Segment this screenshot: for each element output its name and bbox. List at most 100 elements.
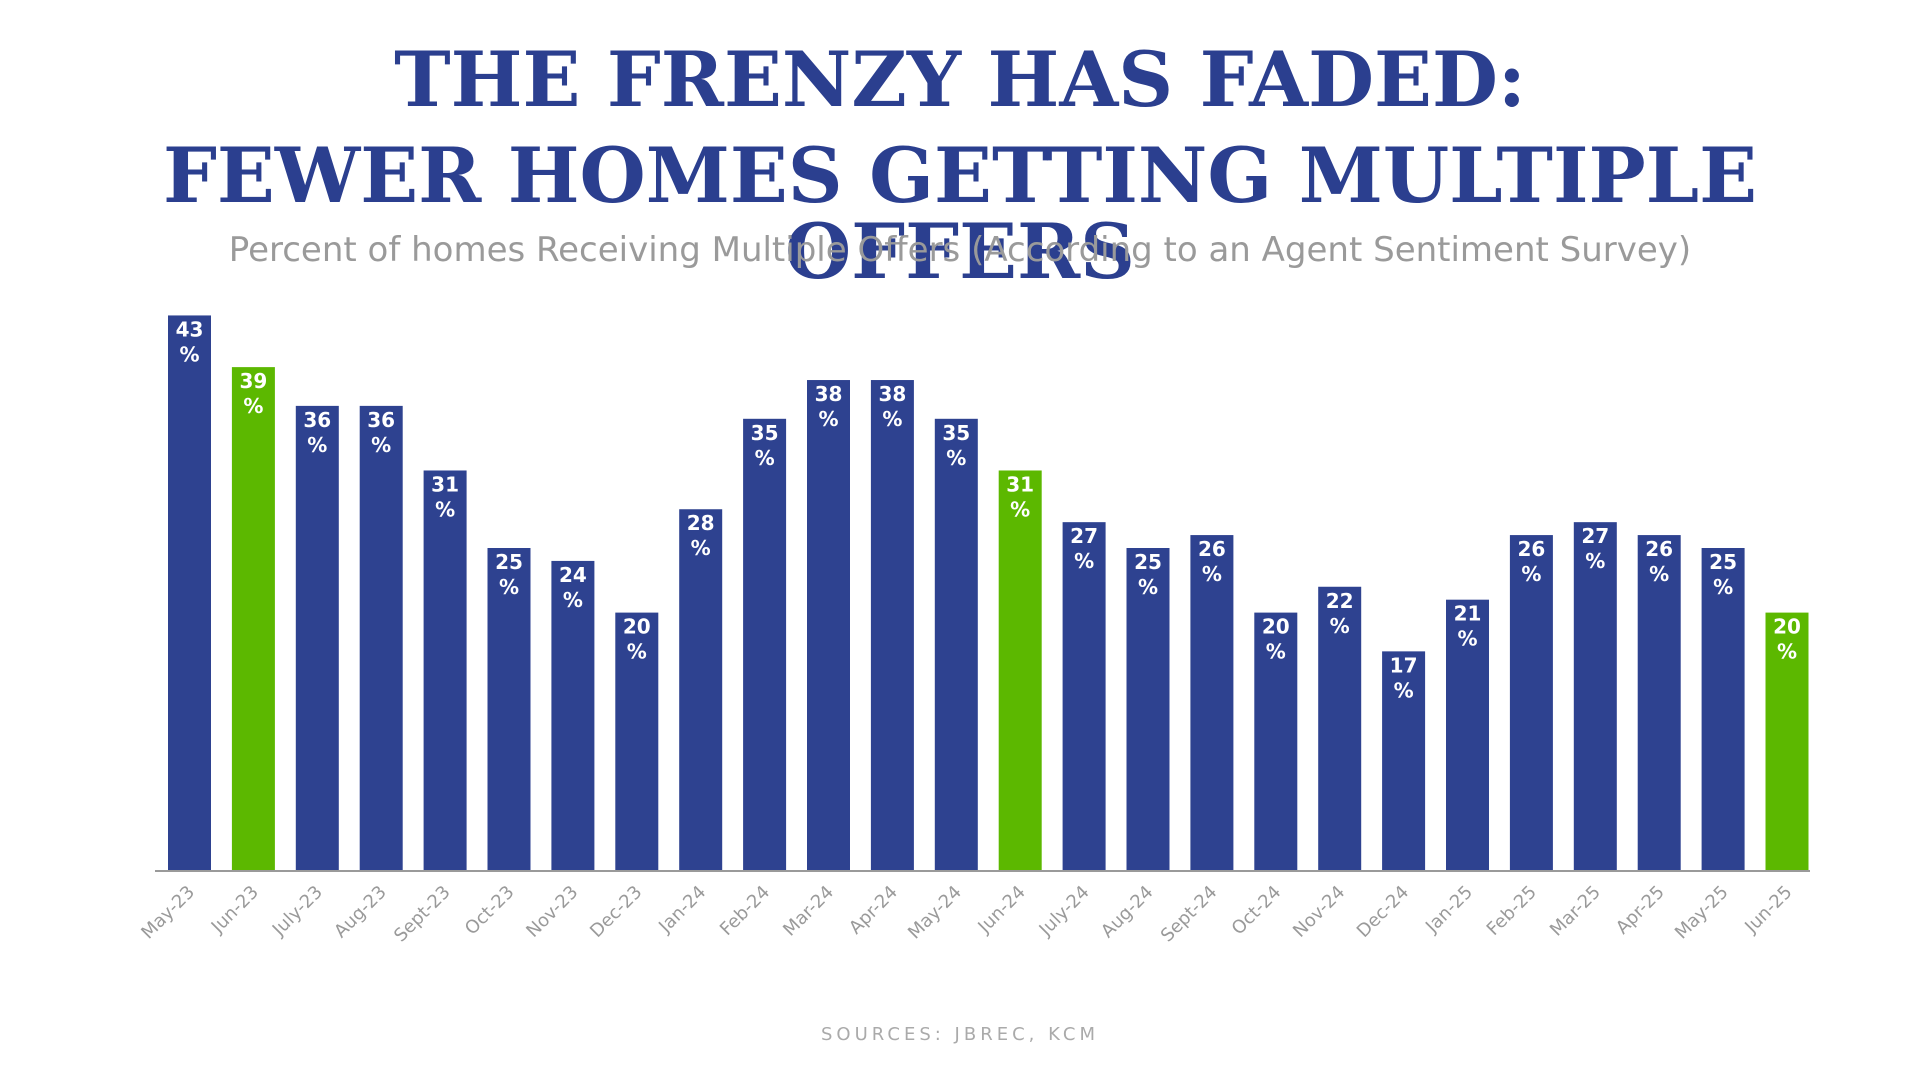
bar-july-24 (1062, 522, 1106, 871)
x-tick-label: Mar-25 (1546, 882, 1605, 941)
bar-unit-label: % (371, 433, 391, 457)
bar-value-label: 38 (878, 382, 906, 406)
bar-unit-label: % (435, 497, 455, 521)
bar-aug-24 (1126, 548, 1170, 871)
x-tick-label: Apr-24 (845, 882, 902, 939)
bar-value-label: 31 (1006, 472, 1034, 496)
x-tick-label: Oct-24 (1228, 882, 1286, 940)
bar-value-label: 26 (1645, 537, 1673, 561)
bar-value-label: 25 (1709, 550, 1737, 574)
bar-value-label: 31 (431, 472, 459, 496)
bar-value-label: 43 (176, 317, 204, 341)
bar-jun-23 (231, 367, 275, 871)
bar-feb-24 (743, 418, 787, 871)
bar-value-label: 35 (942, 421, 970, 445)
bar-unit-label: % (755, 446, 775, 470)
bar-unit-label: % (946, 446, 966, 470)
bar-jan-25 (1446, 599, 1489, 871)
bar-unit-label: % (1266, 640, 1286, 664)
bar-mar-25 (1573, 522, 1617, 871)
bar-july-23 (295, 405, 339, 871)
x-tick-label: Jun-23 (207, 882, 263, 938)
bar-unit-label: % (179, 342, 199, 366)
bar-value-label: 22 (1326, 589, 1354, 613)
bar-unit-label: % (1330, 614, 1350, 638)
bar-value-label: 21 (1454, 602, 1482, 626)
bar-feb-25 (1509, 535, 1553, 871)
x-tick-label: July-24 (1035, 882, 1094, 941)
x-tick-label: Feb-25 (1483, 882, 1541, 940)
bar-nov-23 (551, 560, 595, 871)
bar-unit-label: % (1074, 549, 1094, 573)
bar-value-label: 26 (1198, 537, 1226, 561)
x-tick-label: Jan-24 (654, 882, 710, 938)
x-tick-label: Nov-23 (522, 882, 582, 942)
chart-subtitle: Percent of homes Receiving Multiple Offe… (228, 230, 1692, 270)
bar-unit-label: % (1777, 640, 1797, 664)
x-tick-label: Feb-24 (716, 882, 774, 940)
bar-value-label: 20 (1262, 615, 1290, 639)
bar-unit-label: % (1585, 549, 1605, 573)
bar-may-25 (1701, 548, 1745, 871)
bar-unit-label: % (499, 575, 519, 599)
bar-sept-23 (423, 470, 467, 871)
bar-value-label: 25 (495, 550, 523, 574)
x-tick-label: Sept-24 (1157, 882, 1222, 947)
bar-value-label: 25 (1134, 550, 1162, 574)
bar-unit-label: % (1138, 575, 1158, 599)
x-tick-label: Dec-23 (586, 882, 646, 942)
bar-value-label: 27 (1070, 524, 1098, 548)
x-tick-label: Aug-24 (1097, 882, 1157, 942)
x-tick-label: May-25 (1671, 882, 1733, 944)
bar-unit-label: % (1649, 562, 1669, 586)
bar-value-label: 36 (367, 408, 395, 432)
x-tick-label: Dec-24 (1353, 882, 1413, 942)
bar-may-23 (168, 315, 211, 871)
bar-unit-label: % (1202, 562, 1222, 586)
bar-unit-label: % (1010, 497, 1030, 521)
bar-value-label: 27 (1581, 524, 1609, 548)
chart-title-line-2: FEWER HOMES GETTING MULTIPLE OFFERS (162, 131, 1758, 296)
bar-value-label: 36 (303, 408, 331, 432)
x-tick-label: Sept-23 (390, 882, 455, 947)
x-tick-label: May-24 (904, 882, 966, 944)
bar-nov-24 (1318, 586, 1362, 871)
bar-jun-25 (1765, 612, 1809, 871)
bar-may-24 (934, 418, 978, 871)
bar-value-label: 28 (687, 511, 715, 535)
x-tick-label: July-23 (268, 882, 327, 941)
bar-dec-23 (615, 612, 659, 871)
bar-unit-label: % (818, 407, 838, 431)
bar-value-label: 35 (751, 421, 779, 445)
bar-unit-label: % (1713, 575, 1733, 599)
bar-dec-24 (1382, 651, 1426, 871)
bar-unit-label: % (1394, 678, 1414, 702)
bar-unit-label: % (627, 640, 647, 664)
bar-value-label: 24 (559, 563, 587, 587)
x-tick-label: Jun-24 (973, 882, 1029, 938)
x-tick-label: Nov-24 (1289, 882, 1349, 942)
bar-value-label: 17 (1390, 653, 1418, 677)
bar-value-label: 26 (1517, 537, 1545, 561)
bar-oct-23 (487, 548, 531, 871)
bar-jan-24 (679, 509, 723, 871)
x-tick-label: Mar-24 (779, 882, 838, 941)
bar-value-label: 20 (623, 615, 651, 639)
x-tick-label: Jan-25 (1421, 882, 1477, 938)
bar-apr-24 (870, 380, 914, 871)
bar-sept-24 (1190, 535, 1234, 871)
x-tick-label: Oct-23 (461, 882, 519, 940)
bar-unit-label: % (1457, 627, 1477, 651)
bar-unit-label: % (563, 588, 583, 612)
bar-mar-24 (807, 380, 850, 871)
bar-value-label: 20 (1773, 615, 1801, 639)
bar-unit-label: % (691, 536, 711, 560)
chart-title-line-1: THE FRENZY HAS FADED: (394, 35, 1526, 124)
x-tick-label: Jun-25 (1740, 882, 1796, 938)
bar-unit-label: % (882, 407, 902, 431)
bar-unit-label: % (307, 433, 327, 457)
bar-oct-24 (1254, 612, 1298, 871)
bar-apr-25 (1637, 535, 1681, 871)
bar-unit-label: % (243, 394, 263, 418)
bar-aug-23 (359, 405, 403, 871)
